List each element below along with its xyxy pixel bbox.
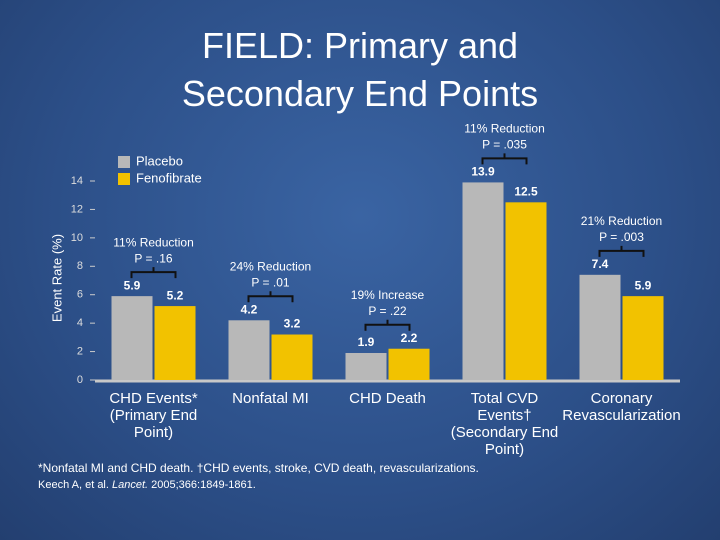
y-tick-label: 2 — [77, 345, 83, 357]
y-tick-label: 4 — [77, 317, 83, 329]
annotation-p: P = .22 — [368, 304, 406, 318]
y-tick-label: 0 — [77, 374, 83, 386]
x-tick-label: CHD Death — [349, 390, 426, 407]
y-tick-label: 10 — [71, 232, 83, 244]
bar — [154, 306, 196, 380]
legend-swatch — [118, 173, 130, 185]
value-label: 13.9 — [471, 165, 495, 179]
bar — [345, 352, 387, 380]
y-tick-label: 12 — [71, 203, 83, 215]
annotation: 11% Reduction — [113, 235, 194, 249]
bracket — [598, 245, 645, 257]
value-label: 3.2 — [284, 317, 301, 331]
citation: Keech A, et al. Lancet. 2005;366:1849-18… — [38, 479, 256, 491]
bar — [579, 274, 621, 380]
value-label: 12.5 — [514, 184, 538, 198]
legend-label: Placebo — [136, 153, 183, 168]
value-label: 5.9 — [635, 278, 652, 292]
value-label: 2.2 — [401, 331, 418, 345]
legend-swatch — [118, 156, 130, 168]
value-label: 1.9 — [358, 335, 375, 349]
citation-journal: Lancet. — [112, 479, 149, 491]
x-tick-label: Coronary Revascularization — [562, 390, 681, 424]
bar — [462, 182, 504, 380]
y-tick-label: 14 — [71, 175, 83, 187]
value-label: 5.9 — [124, 278, 141, 292]
annotation-p: P = .16 — [134, 251, 172, 265]
y-tick-label: 6 — [77, 289, 83, 301]
annotation: 21% Reduction — [581, 214, 662, 228]
chart-title: FIELD: Primary and Secondary End Points — [181, 25, 539, 114]
annotation-p: P = .01 — [251, 275, 289, 289]
bar — [228, 320, 270, 380]
annotation-p: P = .035 — [482, 138, 527, 152]
bar — [622, 296, 664, 380]
x-tick-label: Nonfatal MI — [232, 390, 309, 407]
annotation-p: P = .003 — [599, 230, 644, 244]
bracket — [130, 267, 177, 279]
value-label: 4.2 — [241, 302, 258, 316]
value-label: 7.4 — [592, 257, 609, 271]
bar — [271, 334, 313, 380]
y-tick-label: 8 — [77, 260, 83, 272]
x-tick-label: CHD Events* (Primary End Point) — [109, 390, 198, 441]
bracket — [364, 319, 411, 331]
bar — [388, 348, 430, 380]
annotation: 19% Increase — [351, 288, 425, 302]
bar — [111, 296, 153, 380]
x-tick-label: Total CVD Events† (Secondary End Point) — [450, 390, 559, 458]
legend-label: Fenofibrate — [136, 170, 202, 185]
annotation: 24% Reduction — [230, 259, 311, 273]
citation-authors: Keech A, et al. — [38, 479, 109, 491]
value-label: 5.2 — [167, 288, 184, 302]
bracket — [247, 291, 294, 303]
y-axis-label: Event Rate (%) — [49, 234, 64, 322]
annotation: 11% Reduction — [464, 122, 545, 136]
citation-details: 2005;366:1849-1861. — [151, 479, 256, 491]
bar — [505, 202, 547, 380]
footnote: *Nonfatal MI and CHD death. †CHD events,… — [38, 461, 479, 475]
bracket — [481, 153, 528, 165]
